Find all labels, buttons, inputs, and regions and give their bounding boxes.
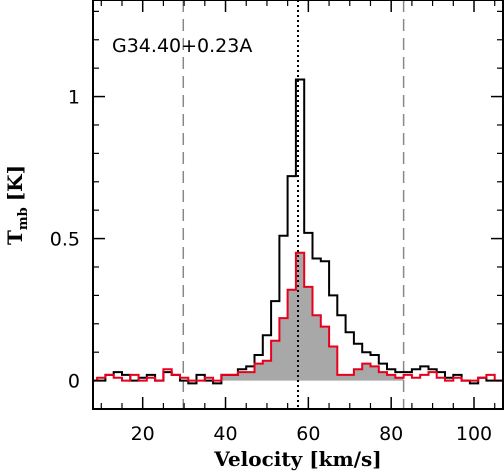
svg-text:Tmb[K]: Tmb [K] (3, 165, 31, 245)
y-tick-label: 0.5 (50, 229, 80, 251)
x-tick-label: 80 (379, 423, 403, 445)
red-spectrum-line (93, 251, 503, 382)
x-tick-label: 60 (296, 423, 320, 445)
plot-area (93, 0, 503, 409)
y-axis-title: Tmb [K] (3, 165, 31, 245)
y-tick-label: 0 (68, 371, 80, 393)
y-axis-title-sub: mb (16, 207, 31, 230)
y-axis-title-main: T (3, 230, 27, 245)
integrated-area-fill (213, 252, 404, 381)
plot-frame (92, 0, 504, 410)
x-axis-title: Velocity [km/s] (213, 447, 381, 471)
axis-ticks: 20 40 60 80 100 0 0.5 1 (50, 0, 503, 445)
source-annotation: G34.40+0.23A (112, 35, 252, 57)
x-tick-label: 20 (131, 423, 155, 445)
y-axis-title-unit: [K] (3, 165, 27, 201)
x-tick-label: 40 (213, 423, 237, 445)
x-tick-label: 100 (456, 423, 492, 445)
y-tick-label: 1 (68, 87, 80, 109)
